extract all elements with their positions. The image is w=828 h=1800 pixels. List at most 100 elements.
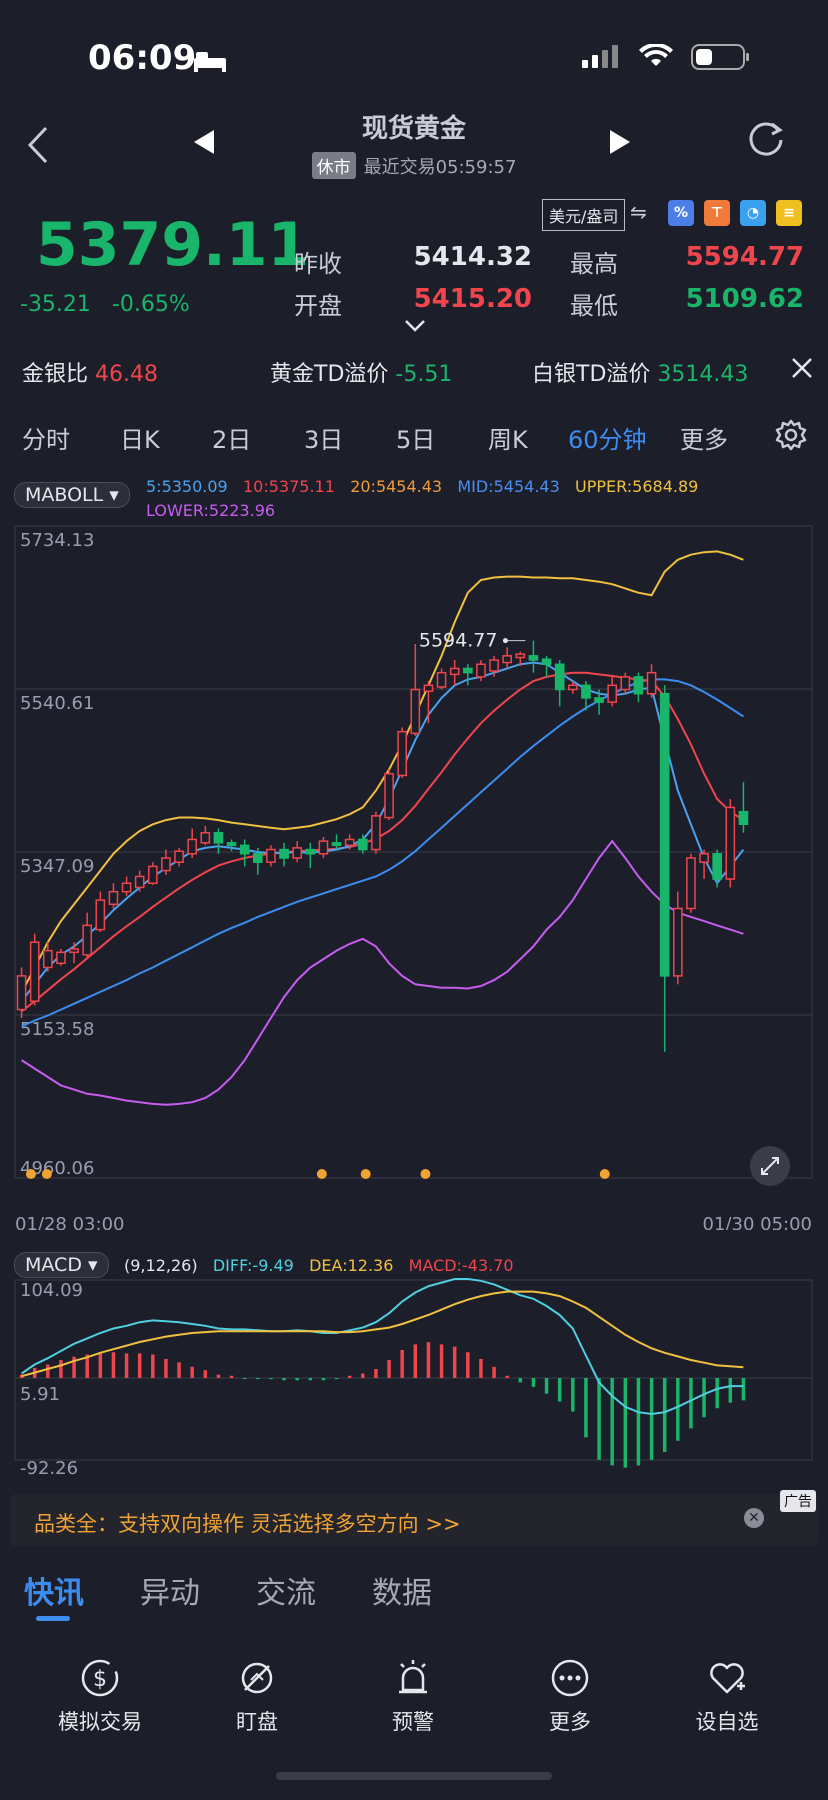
- tab-60min[interactable]: 60分钟: [568, 426, 647, 454]
- candle: [541, 655, 552, 677]
- candle-body-up: [384, 772, 394, 819]
- candle: [279, 842, 289, 867]
- candle: [305, 842, 316, 869]
- ad-banner[interactable]: [10, 1494, 818, 1546]
- tab-data[interactable]: 数据: [372, 1576, 432, 1611]
- candle: [712, 849, 723, 888]
- lower-band-line: [21, 839, 744, 1106]
- home-indicator: [276, 1772, 552, 1780]
- tab-discussion[interactable]: 交流: [256, 1576, 316, 1611]
- y-axis-label: 5153.58: [20, 1019, 94, 1040]
- tab-3day[interactable]: 3日: [304, 426, 344, 454]
- tab-weekly[interactable]: 周K: [488, 426, 528, 454]
- candle-body-down: [213, 831, 224, 844]
- candles: [16, 640, 749, 1052]
- tab-news-flash[interactable]: 快讯: [24, 1576, 84, 1611]
- candle-body-up: [69, 948, 79, 954]
- expand-quote-button[interactable]: [404, 318, 426, 337]
- candle: [738, 782, 749, 833]
- battery-icon: [691, 44, 749, 70]
- tab-daily[interactable]: 日K: [120, 426, 160, 454]
- candle: [449, 660, 460, 686]
- pie-chart-tool-icon[interactable]: ◔: [740, 200, 766, 226]
- tab-2day[interactable]: 2日: [212, 426, 252, 454]
- tab-intraday[interactable]: 分时: [22, 426, 70, 454]
- candle-body-up: [292, 847, 303, 859]
- fullscreen-button[interactable]: [750, 1146, 790, 1186]
- back-button[interactable]: [18, 120, 58, 170]
- candle-body-up: [174, 850, 184, 863]
- peak-marker: 5594.77: [419, 630, 526, 652]
- candle: [121, 876, 132, 896]
- nav-alerts[interactable]: 预警: [353, 1656, 473, 1736]
- candle: [397, 727, 408, 778]
- macd-selector[interactable]: MACD ▾: [14, 1252, 109, 1278]
- nav-simulated-trading[interactable]: $ 模拟交易: [40, 1656, 160, 1736]
- pin-tool-icon[interactable]: ⊤: [704, 200, 730, 226]
- candle-body-up: [699, 853, 709, 863]
- tab-5day[interactable]: 5日: [396, 426, 436, 454]
- change-amount: -35.21: [20, 292, 91, 317]
- nav-more[interactable]: 更多: [510, 1656, 630, 1736]
- heart-add-icon: [710, 1663, 745, 1694]
- event-markers: [25, 1169, 610, 1179]
- candle: [16, 967, 27, 1019]
- candle: [82, 912, 93, 960]
- gold-td-value: -5.51: [395, 362, 453, 387]
- upper-value: UPPER:5684.89: [575, 477, 699, 496]
- status-indicators: [582, 42, 752, 74]
- candle-body-down: [226, 842, 237, 847]
- ad-close-button[interactable]: ✕: [744, 1508, 764, 1528]
- candlestick-chart[interactable]: 5734.13 5540.61 5347.09 5153.58 4960.06 5594…: [0, 470, 828, 1230]
- silver-td-premium: 白银TD溢价 3514.43: [532, 356, 748, 388]
- candle-body-up: [108, 890, 119, 906]
- mid-band-line: [21, 678, 744, 1028]
- macd-dea: DEA:12.36: [309, 1256, 394, 1275]
- macd-value: MACD:-43.70: [408, 1256, 514, 1275]
- candle-body-up: [161, 857, 171, 872]
- chevron-left-icon: [27, 126, 48, 164]
- candle: [620, 672, 631, 694]
- ma5-line: [20, 661, 745, 1002]
- low-value: 5109.62: [685, 284, 804, 314]
- tab-movers[interactable]: 异动: [140, 1576, 200, 1611]
- candle: [515, 651, 526, 666]
- event-marker: [360, 1169, 371, 1179]
- candle: [357, 834, 368, 854]
- ad-text[interactable]: 品类全：支持双向操作 灵活选择多空方向 >>: [34, 1512, 461, 1536]
- previous-instrument-button[interactable]: [192, 128, 216, 160]
- candle-body-down: [738, 810, 749, 826]
- close-ratio-bar-button[interactable]: [790, 356, 814, 384]
- tab-more[interactable]: 更多: [680, 426, 728, 454]
- chart-settings-button[interactable]: [774, 418, 808, 456]
- nav-watch[interactable]: 盯盘: [197, 1656, 317, 1736]
- note-tool-icon[interactable]: ≡: [776, 200, 802, 226]
- macd-values: (9,12,26) DIFF:-9.49 DEA:12.36 MACD:-43.…: [124, 1256, 514, 1275]
- swap-icon[interactable]: ⇋: [630, 200, 647, 224]
- event-marker: [25, 1169, 36, 1179]
- refresh-button[interactable]: [744, 118, 788, 166]
- candle-body-down: [357, 838, 368, 851]
- candle-body-down: [541, 658, 552, 665]
- candle-body-down: [462, 667, 473, 674]
- candle-body-up: [82, 924, 93, 956]
- nav-add-watchlist[interactable]: 设自选: [667, 1656, 787, 1736]
- trade-status: 休市 最近交易05:59:57: [0, 152, 828, 179]
- indicator-selector[interactable]: MABOLL ▾: [14, 482, 130, 508]
- unit-selector[interactable]: 美元/盎司: [542, 199, 626, 231]
- percent-tool-icon[interactable]: %: [668, 200, 694, 226]
- candle: [331, 834, 342, 850]
- x-axis-end-label: 01/30 05:00: [703, 1214, 812, 1230]
- candle-body-up: [502, 655, 513, 664]
- candle: [423, 681, 434, 724]
- macd-chart[interactable]: 104.09 5.91 -92.26: [0, 1250, 828, 1480]
- candle: [69, 942, 79, 964]
- candle-body-up: [187, 838, 198, 855]
- prev-close-value: 5414.32: [413, 242, 532, 272]
- candle: [410, 644, 421, 736]
- candle: [292, 841, 303, 863]
- next-instrument-button[interactable]: [608, 128, 632, 160]
- indicator-lines: [20, 550, 745, 1106]
- candle-body-up: [607, 684, 618, 703]
- silver-td-label: 白银TD溢价: [532, 362, 651, 387]
